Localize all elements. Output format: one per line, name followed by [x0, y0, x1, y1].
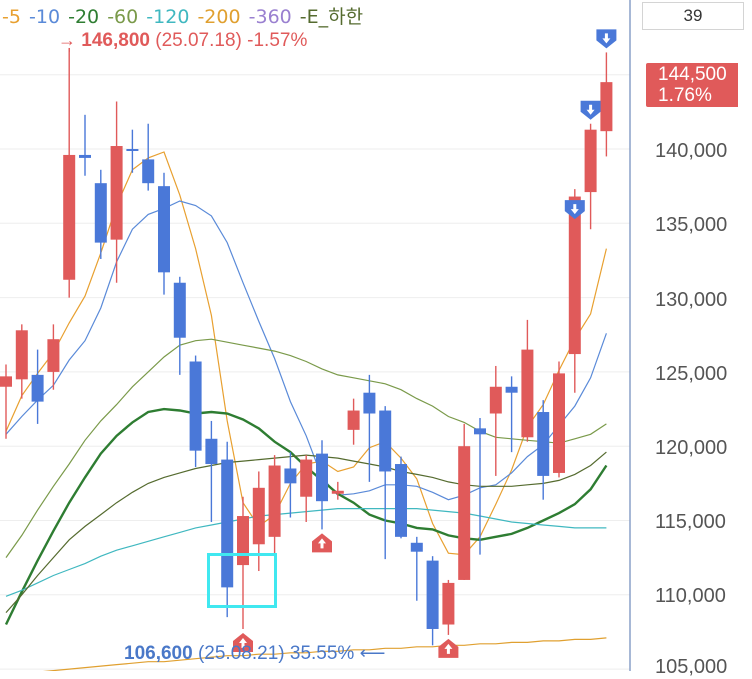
ma-line-10: [5, 200, 607, 501]
legend-ma200: -200: [197, 6, 241, 28]
up-arrow-marker-icon: [438, 638, 459, 658]
candle-body-34: [537, 412, 550, 476]
ma-line-E_하한: [5, 451, 607, 613]
down-arrow-glyph: [586, 104, 595, 115]
ma-line-200: [42, 637, 607, 671]
candle-body-5: [79, 154, 91, 158]
high-price-pct: -1.57%: [247, 30, 308, 51]
low-price-pct: 35.55%: [289, 643, 355, 664]
low-price-annotation: 106,600 (25.08.21) 35.55% ⟵: [124, 643, 385, 665]
candle-body-19: [300, 459, 313, 497]
candle-body-7: [110, 146, 123, 240]
down-arrow-marker-icon: [564, 200, 585, 220]
price-tick-105000: 105,000: [655, 656, 728, 678]
candle-body-26: [410, 542, 423, 552]
up-arrow-glyph: [318, 538, 326, 549]
current-price-change: 1.76%: [658, 85, 712, 106]
legend-ma60: -60: [107, 6, 139, 28]
high-price-value: 146,800: [81, 30, 150, 51]
price-grid: [0, 74, 630, 670]
candle-body-8: [126, 149, 139, 151]
legend-ma5: -5: [2, 6, 21, 28]
candle-body-21: [331, 490, 344, 494]
candle-body-9: [142, 159, 155, 184]
down-arrow-glyph: [570, 204, 579, 215]
ma-legend: -5 -10 -20 -60 -120 -200 -360 -E_하한: [2, 2, 365, 29]
legend-ma360: -360: [248, 6, 292, 28]
candle-body-1: [15, 330, 28, 380]
down-arrow-marker-icon: [580, 100, 601, 120]
candle-body-36: [568, 196, 581, 355]
ma-line-60: [5, 338, 607, 558]
candle-body-6: [94, 183, 107, 243]
candle-body-29: [458, 446, 471, 580]
price-tick-140000: 140,000: [655, 140, 728, 162]
period-count-value: 39: [683, 6, 703, 25]
candle-body-20: [316, 453, 328, 502]
candle-body-31: [489, 386, 502, 414]
current-price-value: 144,500: [658, 64, 727, 85]
candle-body-17: [268, 465, 281, 537]
price-tick-125000: 125,000: [655, 363, 728, 385]
candle-body-13: [205, 438, 218, 465]
candle-body-27: [426, 560, 439, 629]
candle-body-11: [173, 282, 186, 338]
high-price-annotation: → 146,800 (25.07.18) -1.57%: [58, 30, 307, 52]
price-tick-120000: 120,000: [655, 437, 728, 459]
down-arrow-marker-icon: [596, 29, 617, 49]
candle-body-4: [63, 154, 76, 280]
candle-body-38: [600, 82, 613, 132]
up-arrow-glyph: [239, 637, 247, 648]
low-price-date: (25.08.21): [197, 643, 285, 664]
price-tick-110000: 110,000: [655, 585, 726, 607]
legend-e-lower: -E_하한: [299, 6, 364, 28]
candle-body-18: [284, 468, 297, 484]
candle-body-28: [442, 582, 455, 625]
current-price-tag: 144,500 1.76%: [646, 63, 738, 107]
candle-selection-box[interactable]: [207, 553, 277, 608]
candle-body-33: [521, 349, 534, 438]
candle-body-2: [31, 374, 44, 402]
candle-body-24: [379, 410, 392, 472]
candle-body-25: [395, 464, 407, 537]
up-arrow-marker-icon: [312, 533, 332, 553]
high-price-date: (25.07.18): [155, 30, 242, 51]
candle-body-23: [363, 392, 376, 414]
candles: [0, 47, 613, 646]
candle-body-32: [505, 386, 518, 393]
price-tick-135000: 135,000: [655, 214, 728, 236]
candle-body-12: [189, 361, 202, 451]
candle-body-0: [0, 376, 12, 387]
legend-ma120: -120: [146, 6, 190, 28]
signal-markers: [68, 29, 617, 658]
legend-ma10: -10: [29, 6, 61, 28]
candle-body-16: [252, 487, 265, 545]
price-tick-115000: 115,000: [655, 511, 726, 533]
candle-body-10: [158, 186, 170, 273]
up-arrow-marker-icon: [233, 632, 253, 652]
low-price-value: 106,600: [124, 643, 193, 664]
candle-body-15: [237, 516, 249, 566]
candle-body-22: [347, 410, 360, 430]
legend-ma20: -20: [68, 6, 100, 28]
candle-body-30: [474, 428, 486, 435]
candle-body-35: [553, 373, 565, 473]
candle-body-37: [584, 129, 597, 193]
up-arrow-glyph: [444, 643, 453, 654]
left-arrow-icon: ⟵: [359, 643, 386, 663]
price-tick-130000: 130,000: [655, 289, 728, 311]
period-count-box[interactable]: 39: [642, 2, 744, 30]
down-arrow-glyph: [602, 33, 611, 44]
right-arrow-icon: →: [58, 30, 76, 50]
candle-body-3: [47, 339, 60, 372]
